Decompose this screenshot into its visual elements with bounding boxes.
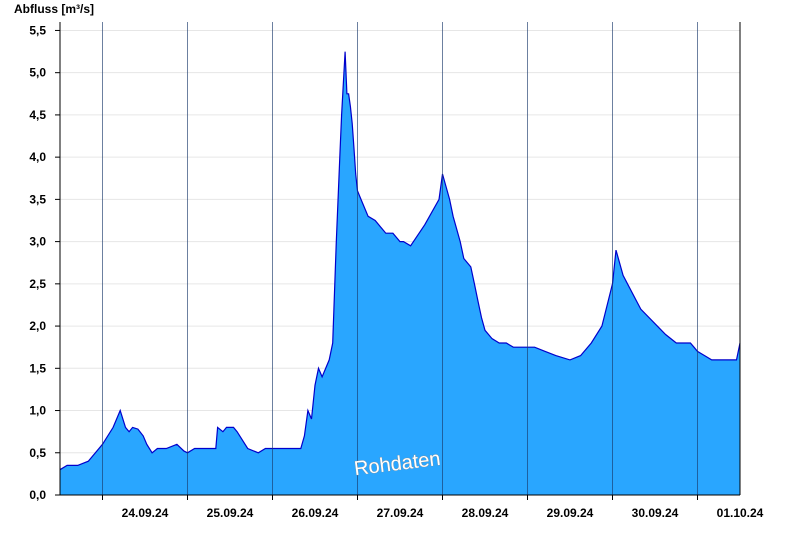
discharge-line <box>59 51 741 471</box>
y-tick-label: 1,0 <box>29 404 46 418</box>
y-tick-label: 2,5 <box>29 277 46 291</box>
x-tick-label: 26.09.24 <box>292 506 339 520</box>
x-tick-label: 28.09.24 <box>462 506 509 520</box>
y-tick-label: 5,0 <box>29 66 46 80</box>
x-tick-label: 24.09.24 <box>122 506 169 520</box>
axes <box>59 22 741 496</box>
y-tick-label: 4,0 <box>29 150 46 164</box>
y-tick-label: 3,5 <box>29 192 46 206</box>
y-tick-label: 4,5 <box>29 108 46 122</box>
x-tick-label: 25.09.24 <box>207 506 254 520</box>
x-tick-label: 01.10.24 <box>717 506 764 520</box>
y-tick-label: 0,5 <box>29 446 46 460</box>
y-tick-label: 1,5 <box>29 361 46 375</box>
y-axis-ticks: 0,0 0,5 1,0 1,5 2,0 2,5 3,0 3,5 4,0 4,5 5,0 5,5 <box>29 23 60 502</box>
x-tick-label: 29.09.24 <box>547 506 594 520</box>
y-tick-label: 0,0 <box>29 488 46 502</box>
y-axis-label: Abfluss [m³/s] <box>14 2 94 16</box>
day-separators <box>102 22 698 495</box>
x-tick-label: 27.09.24 <box>377 506 424 520</box>
y-tick-label: 5,5 <box>29 23 46 37</box>
y-tick-label: 2,0 <box>29 319 46 333</box>
y-tick-label: 3,0 <box>29 235 46 249</box>
discharge-area <box>60 51 740 495</box>
x-axis-ticks: 24.09.24 25.09.24 26.09.24 27.09.24 28.09.24… <box>102 495 764 520</box>
x-tick-label: 30.09.24 <box>632 506 679 520</box>
